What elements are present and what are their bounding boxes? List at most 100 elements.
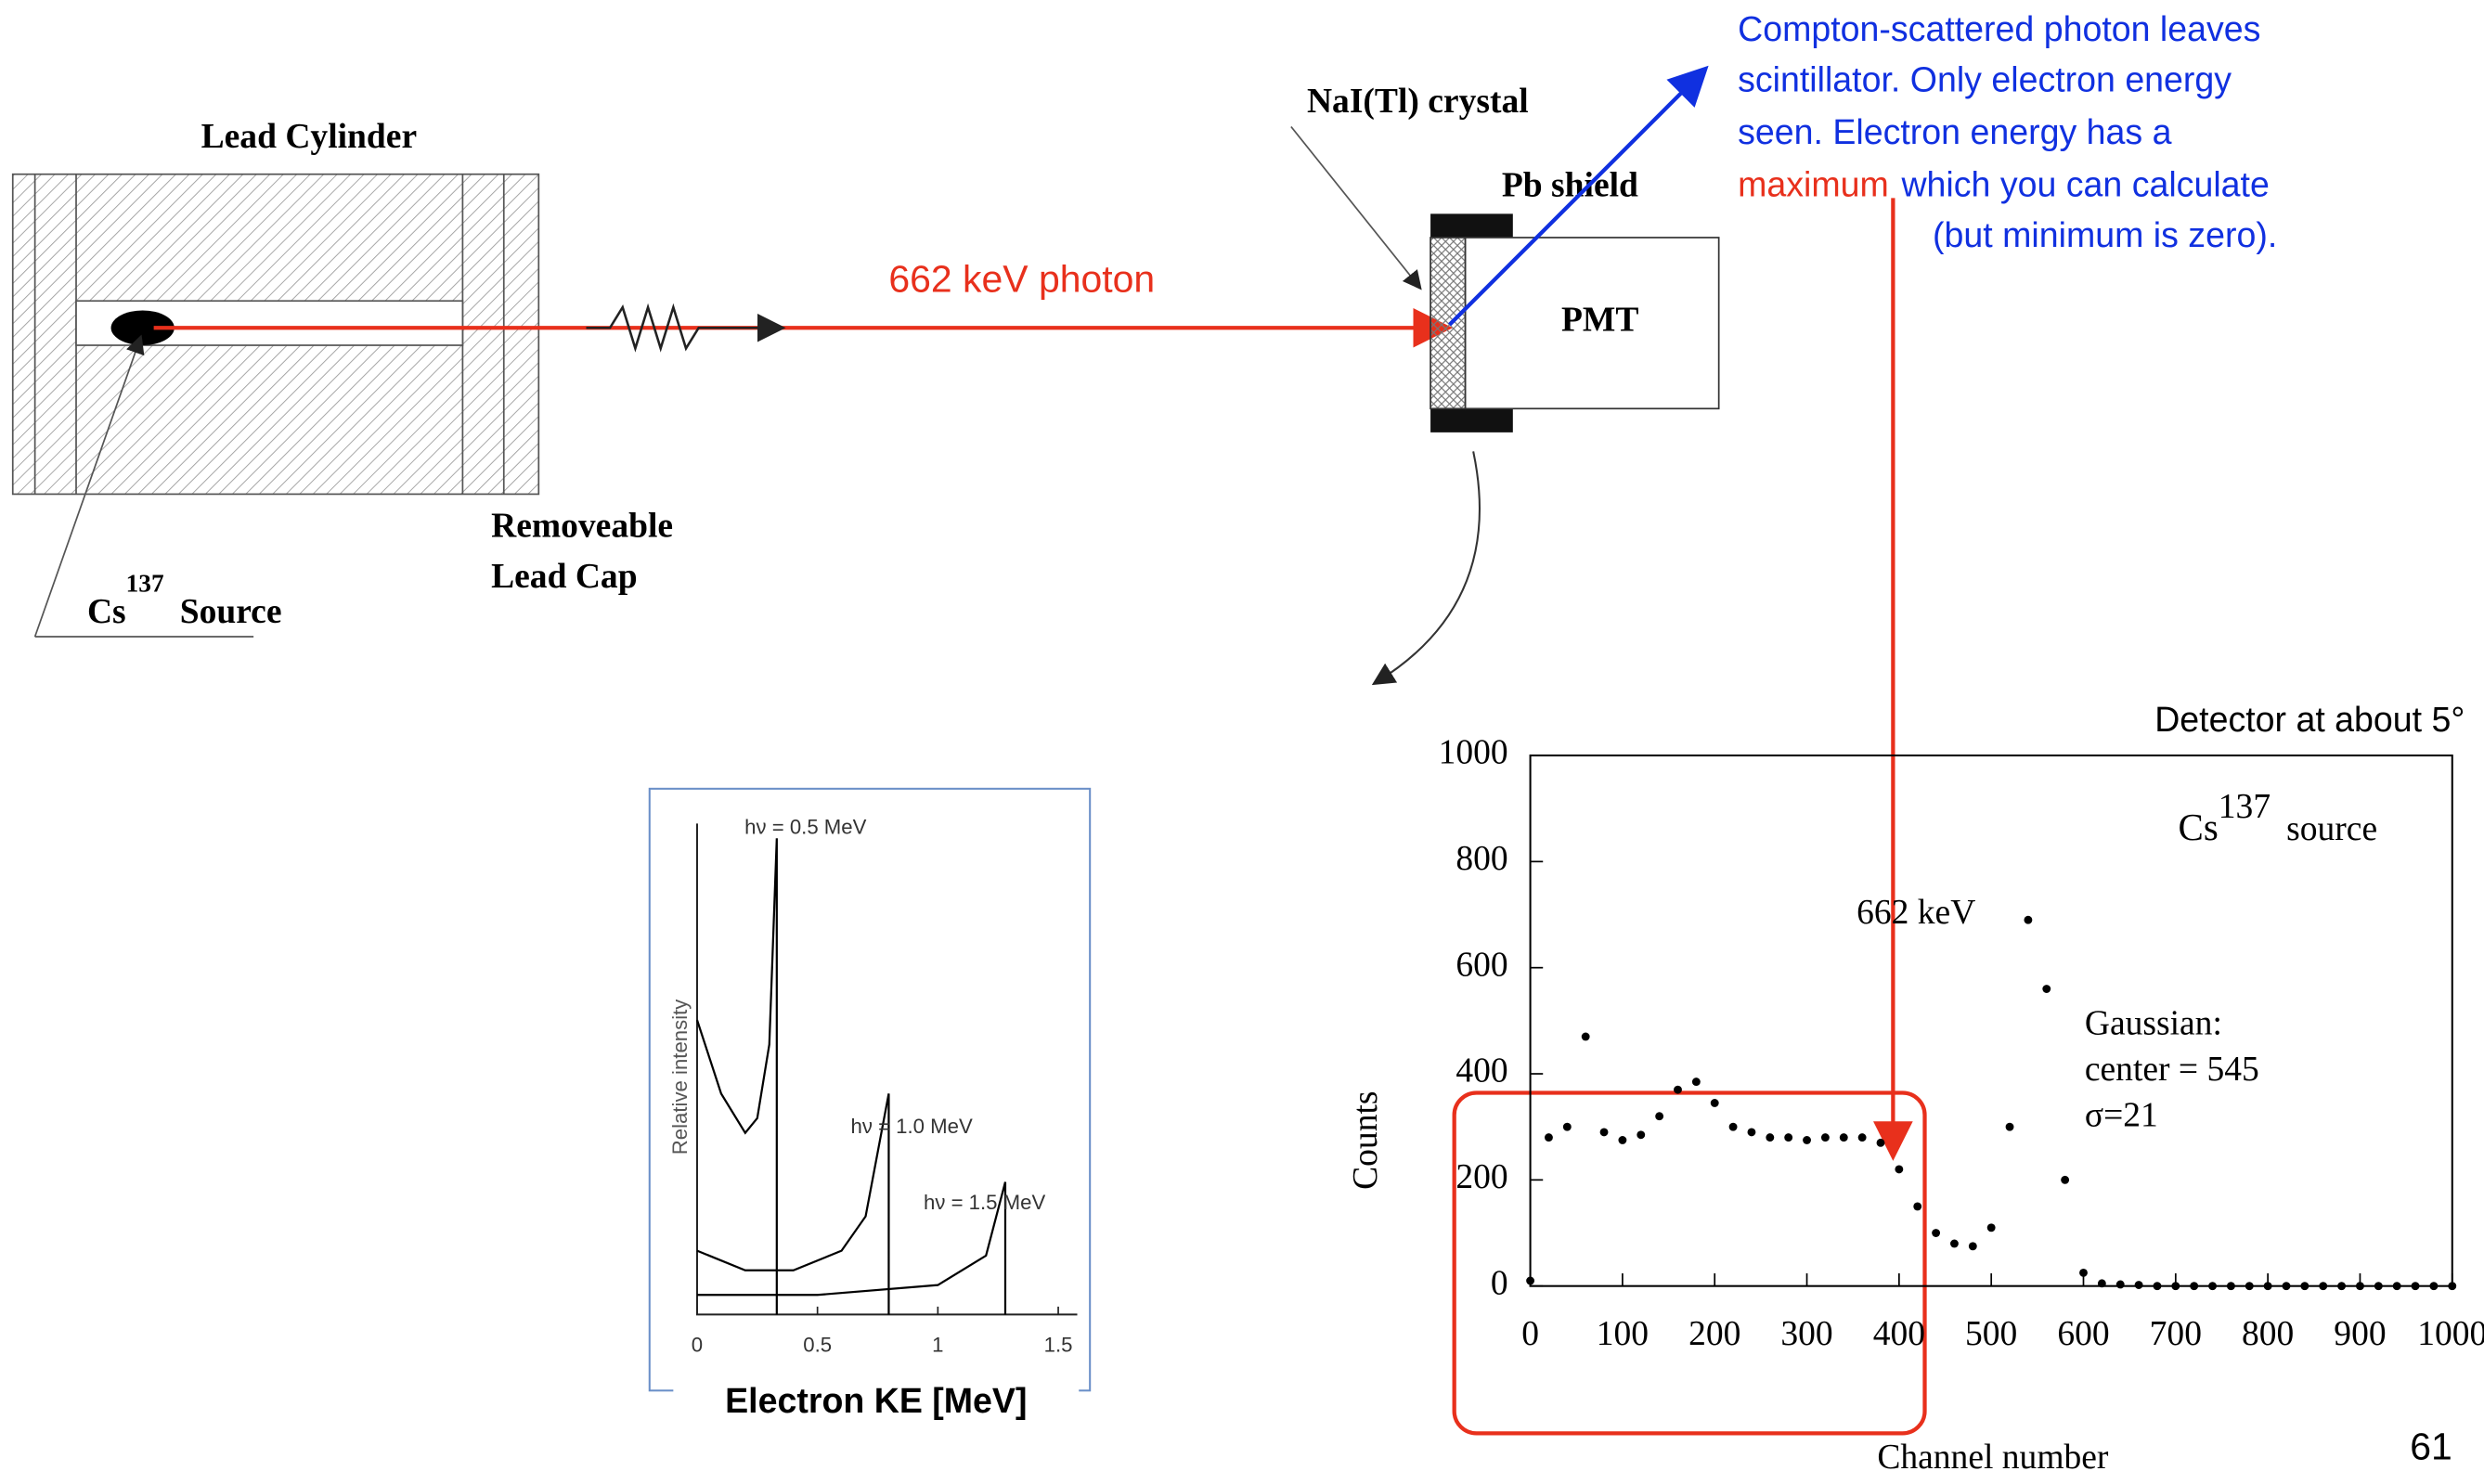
x-tick-label: 0.5 [803,1333,832,1356]
data-point [2115,1280,2125,1289]
data-point [2448,1282,2457,1291]
note: Compton-scattered photon leaves scintill… [1738,9,2277,254]
label: Pb shield [1502,167,1638,205]
data-point [2042,985,2051,993]
data-point [1839,1133,1848,1142]
label: Removeable [491,508,673,546]
data-point [2171,1282,2180,1291]
data-point [1581,1032,1590,1041]
data-point [2208,1282,2217,1291]
data-point [2079,1268,2088,1277]
data-point [1728,1122,1738,1131]
data-point [2411,1282,2420,1291]
data-point [2300,1282,2309,1291]
note-line: Compton-scattered photon leaves [1738,9,2260,48]
highlight: maximum [1738,164,1889,203]
data-point [1674,1085,1682,1094]
data-point [1526,1276,1535,1285]
mass: 137 [2219,788,2271,826]
mass: 137 [126,570,164,598]
element: Cs [87,593,126,631]
data-point [1950,1239,1959,1248]
text: Source [180,593,282,631]
note-line: maximum which you can calculate [1738,164,2270,203]
x-tick-label: 300 [1780,1315,1832,1353]
x-axis-label: Electron KE [MeV] [725,1381,1027,1420]
page-number: 61 [2410,1425,2452,1467]
data-point [1637,1130,1646,1140]
data-point [2282,1282,2291,1291]
data-point [1803,1136,1811,1144]
x-tick-label: 100 [1597,1315,1649,1353]
chart-title: Detector at about 5° [2154,700,2465,739]
data-point [2024,915,2033,924]
data-point [2337,1282,2347,1291]
data-point [1545,1133,1553,1142]
label: Lead Cylinder [201,118,417,156]
data-point [1766,1133,1775,1142]
data-point [2429,1282,2439,1291]
x-tick-label: 800 [2242,1315,2294,1353]
fit-label: σ=21 [2085,1096,2158,1134]
crystal [1430,237,1467,410]
x-tick-label: 900 [2334,1315,2386,1353]
text: source [2286,810,2377,848]
data-point [1599,1128,1609,1137]
data-point [2190,1282,2199,1291]
pb-shield [1430,408,1513,432]
note-line: (but minimum is zero). [1933,215,2277,254]
pb-shield [1430,213,1513,238]
data-point [1691,1078,1701,1087]
y-axis-label: Relative intensity [668,999,692,1155]
data-point [2134,1281,2143,1289]
fit-label: Gaussian: [2085,1004,2222,1042]
y-tick-label: 400 [1455,1052,1507,1090]
curve-label: hν = 0.5 MeV [744,815,866,838]
data-point [2356,1282,2364,1291]
y-tick-label: 200 [1455,1158,1507,1196]
note-line: seen. Electron energy has a [1738,112,2171,151]
curve [695,838,778,1315]
curve-label: hν = 1.5 MeV [924,1191,1045,1214]
highlight-box [1452,1090,1927,1436]
data-point [1932,1229,1941,1237]
data-point [1618,1136,1627,1144]
leader-arrow [1290,125,1422,290]
data-point [1784,1133,1793,1142]
data-point [2153,1282,2162,1291]
x-tick-label: 0 [1521,1315,1539,1353]
data-point [1895,1165,1904,1174]
label: Cs137 Source [87,570,282,631]
curved-arrow [1371,451,1481,686]
data-point [1968,1242,1977,1251]
data-point [2263,1282,2272,1291]
source-label: Cs137 source [2179,788,2378,849]
note-text: which you can calculate [1900,164,2269,203]
x-tick-label: 200 [1688,1315,1740,1353]
data-point [1710,1099,1719,1107]
data-point [2319,1282,2328,1291]
data-point [2374,1282,2383,1291]
y-tick-label: 1000 [1439,734,1508,772]
note-line: scintillator. Only electron energy [1738,60,2232,99]
scatter-arrow [1448,65,1709,327]
data-point [2005,1122,2014,1131]
label: NaI(Tl) crystal [1307,83,1529,121]
x-tick-label: 0 [692,1333,703,1356]
x-tick-label: 400 [1873,1315,1925,1353]
y-tick-label: 0 [1491,1264,1508,1302]
data-point [2245,1282,2254,1291]
data-point [1655,1112,1664,1121]
peak-label: 662 keV [1857,894,1975,932]
pmt [1464,237,1720,410]
x-tick-label: 1000 [2417,1315,2484,1353]
label: PMT [1561,302,1638,340]
label: Lead Cap [491,558,637,596]
data-point [2226,1282,2235,1291]
x-tick-label: 500 [1965,1315,2017,1353]
x-axis-label: Channel number [1877,1439,2109,1477]
photon-label: 662 keV photon [888,258,1155,301]
data-point [1562,1122,1572,1131]
x-tick-label: 700 [2150,1315,2202,1353]
